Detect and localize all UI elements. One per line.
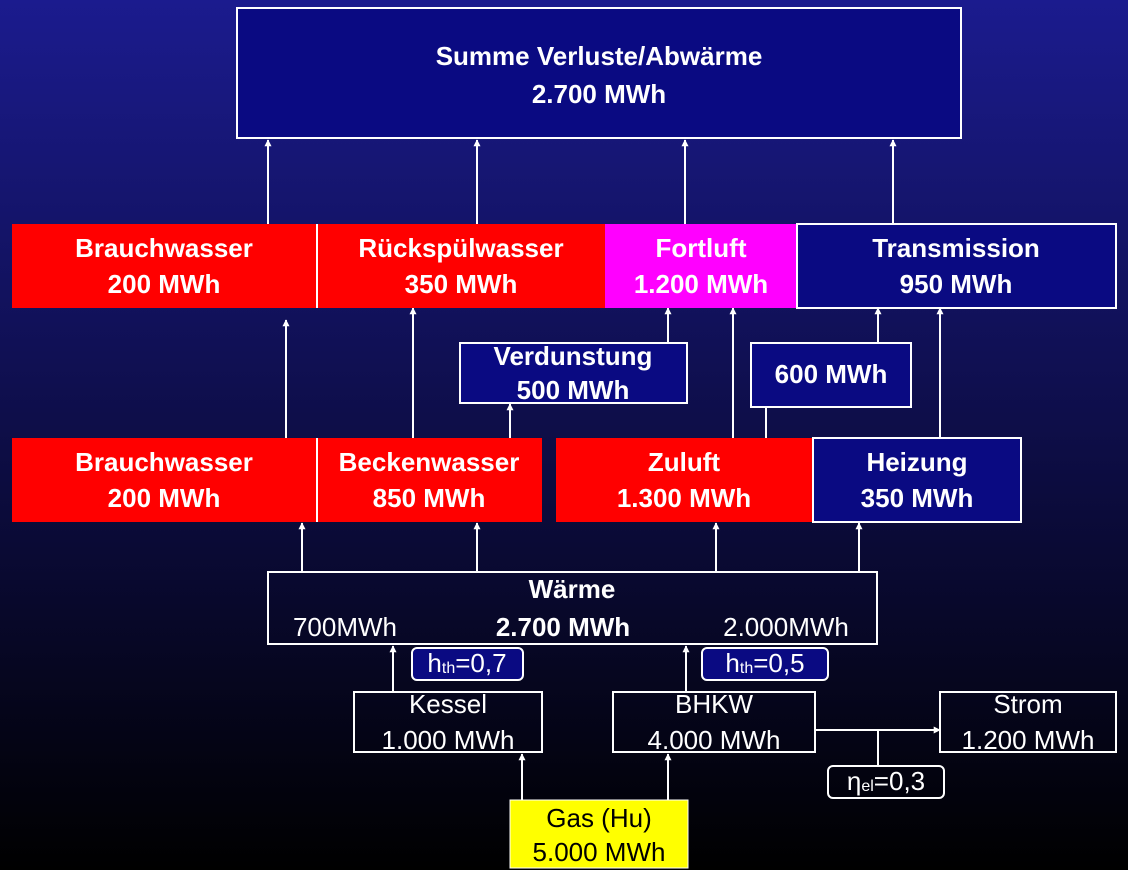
generator-title: BHKW [675, 689, 753, 719]
consumer-value: 850 MWh [373, 483, 486, 513]
loss-value: 350 MWh [405, 269, 518, 299]
intermediate-box [459, 342, 688, 404]
efficiency-value: =0,7 [455, 648, 506, 678]
consumer-title: Brauchwasser [75, 447, 253, 477]
efficiency-sub: th [740, 660, 753, 677]
intermediate-box [750, 342, 912, 408]
total-box [236, 7, 962, 139]
efficiency-label: hth=0,5 [725, 648, 804, 678]
loss-title: Brauchwasser [75, 233, 253, 263]
generator-box [612, 691, 816, 753]
generator-value: 4.000 MWh [648, 725, 781, 755]
loss-title: Fortluft [656, 233, 747, 263]
consumer-value: 350 MWh [861, 483, 974, 513]
consumer-box [812, 437, 1022, 523]
generator-box [939, 691, 1117, 753]
consumer-title: Heizung [866, 447, 967, 477]
efficiency-label: hth=0,7 [427, 648, 506, 678]
generator-value: 1.200 MWh [962, 725, 1095, 755]
efficiency-symbol: η [847, 766, 861, 796]
generator-title: Kessel [409, 689, 487, 719]
heat-title: Wärme [529, 574, 616, 604]
heat-value: 2.700 MWh [496, 612, 630, 642]
generator-title: Strom [993, 689, 1062, 719]
loss-value: 1.200 MWh [634, 269, 768, 299]
efficiency-value: =0,3 [874, 766, 925, 796]
source-box [509, 799, 689, 869]
efficiency-sub: th [442, 660, 455, 677]
consumer-box [317, 438, 542, 522]
loss-value: 950 MWh [900, 269, 1013, 299]
generator-box [353, 691, 543, 753]
intermediate-value: 600 MWh [775, 359, 888, 389]
loss-box [605, 224, 797, 308]
loss-box [317, 224, 605, 308]
consumer-title: Zuluft [648, 447, 721, 477]
total-value: 2.700 MWh [532, 79, 666, 109]
intermediate-value: 500 MWh [517, 375, 630, 405]
loss-value: 200 MWh [108, 269, 221, 299]
heat-left: 700MWh [293, 612, 397, 642]
efficiency-box [411, 647, 524, 681]
source-value: 5.000 MWh [533, 837, 666, 867]
efficiency-value: =0,5 [753, 648, 804, 678]
loss-title: Rückspülwasser [358, 233, 563, 263]
heat-box [267, 571, 878, 645]
efficiency-box [701, 647, 829, 681]
intermediate-title: Verdunstung [494, 341, 653, 371]
loss-title: Transmission [872, 233, 1040, 263]
efficiency-symbol: h [427, 648, 441, 678]
efficiency-sub: el [861, 778, 873, 795]
heat-right: 2.000MWh [723, 612, 849, 642]
consumer-box [556, 438, 813, 522]
loss-box [12, 224, 317, 308]
arrows [264, 139, 944, 800]
consumer-value: 1.300 MWh [617, 483, 751, 513]
efficiency-symbol: h [725, 648, 739, 678]
efficiency-box [827, 765, 945, 799]
source-title: Gas (Hu) [546, 803, 651, 833]
total-title: Summe Verluste/Abwärme [436, 41, 763, 71]
generator-value: 1.000 MWh [382, 725, 515, 755]
efficiency-label: ηel=0,3 [847, 766, 925, 796]
consumer-value: 200 MWh [108, 483, 221, 513]
consumer-box [12, 438, 317, 522]
loss-box [796, 223, 1117, 309]
consumer-title: Beckenwasser [339, 447, 520, 477]
